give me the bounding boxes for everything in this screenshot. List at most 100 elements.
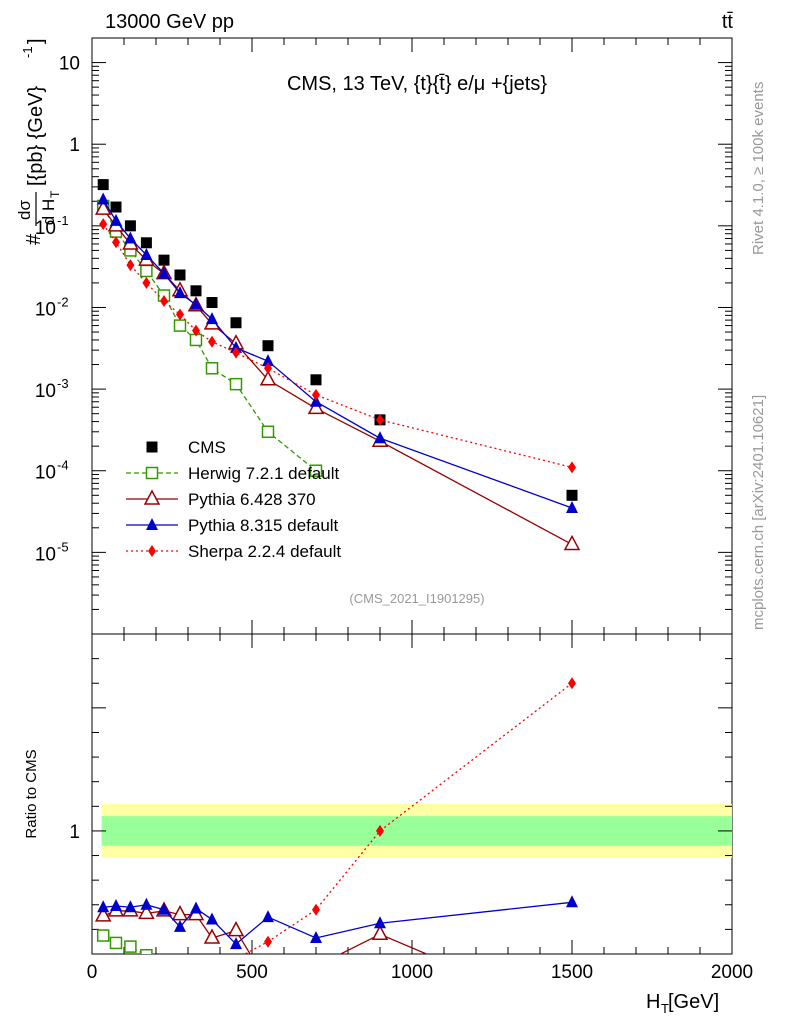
x-label-unit: [GeV]: [668, 991, 719, 1013]
ratio-point-herwig-7-2-1-default: [191, 993, 202, 1004]
ratio-point-herwig-7-2-1-default: [159, 966, 170, 977]
ratio-y-label: Ratio to CMS: [23, 749, 40, 838]
ratio-point-sherpa-2-2-4-default: [142, 992, 150, 1004]
ratio-point-pythia-8-315-default: [262, 910, 274, 923]
ratio-point-herwig-7-2-1-default: [231, 1010, 242, 1021]
rivet-label: Rivet 4.1.0, ≥ 100k events: [750, 82, 767, 255]
data-point-sherpa-2-2-4-default: [192, 324, 200, 337]
legend-label-pythia-6-428-370: Pythia 6.428 370: [188, 490, 316, 509]
legend-marker-pythia-8-315-default: [146, 518, 158, 530]
ratio-point-sherpa-2-2-4-default: [192, 991, 200, 1003]
data-point-cms: [230, 317, 242, 329]
y-tick-label-base: 10: [35, 218, 56, 239]
ratio-point-pythia-6-428-370: [309, 958, 323, 971]
ratio-point-herwig-7-2-1-default: [140, 948, 153, 954]
ratio-point-sherpa-2-2-4-default: [312, 903, 320, 916]
data-point-cms: [124, 220, 136, 232]
data-point-cms: [97, 179, 109, 191]
ratio-point-sherpa-2-2-4-default: [112, 980, 120, 992]
y-label-frac-den-sub: T: [48, 190, 62, 198]
ratio-point-herwig-7-2-1-default: [207, 1017, 218, 1024]
ratio-point-sherpa-2-2-4-default: [376, 824, 384, 837]
data-point-pythia-8-315-default: [110, 213, 122, 226]
data-point-pythia-8-315-default: [190, 297, 202, 310]
data-point-herwig-7-2-1-default: [229, 377, 243, 391]
data-point-herwig-7-2-1-default: [205, 362, 219, 375]
ratio-point-sherpa-2-2-4-default: [176, 990, 184, 1002]
data-point-sherpa-2-2-4-default: [232, 346, 240, 359]
ratio-point-pythia-6-428-370: [171, 905, 189, 921]
ratio-point-herwig-7-2-1-default: [96, 929, 110, 942]
data-point-sherpa-2-2-4-default: [99, 218, 108, 231]
data-point-pythia-8-315-default: [174, 286, 186, 299]
ratio-y-tick-label: 1: [69, 822, 80, 843]
y-tick-label-base: 10: [35, 463, 56, 484]
data-point-herwig-7-2-1-default: [173, 319, 187, 332]
series-line-pythia-6-428-370: [102, 208, 573, 546]
ratio-point-herwig-7-2-1-default: [124, 940, 137, 953]
ratio-point-pythia-6-428-370: [203, 928, 221, 944]
data-point-cms: [140, 237, 152, 249]
y-tick-label-exp: -2: [57, 294, 69, 309]
y-axis-label: # dσ d H T [{pb} {GeV} -1 ]: [15, 38, 62, 245]
ratio-line-pythia-8-315-default: [103, 901, 573, 946]
x-label-sub: T: [661, 1001, 669, 1016]
ratio-point-pythia-8-315-default: [110, 899, 122, 911]
data-point-sherpa-2-2-4-default: [112, 236, 120, 249]
legend-label-sherpa-2-2-4-default: Sherpa 2.2.4 default: [188, 542, 341, 561]
ratio-point-pythia-6-428-370: [138, 903, 155, 920]
data-point-sherpa-2-2-4-default: [568, 461, 576, 474]
x-tick-label: 0: [87, 962, 98, 983]
ratio-point-pythia-8-315-default: [566, 895, 578, 908]
data-point-pythia-6-428-370: [94, 199, 112, 215]
ratio-point-sherpa-2-2-4-default: [160, 995, 168, 1007]
y-tick-label-exp: -3: [57, 376, 69, 391]
ratio-point-pythia-8-315-default: [140, 897, 153, 910]
ratio-point-sherpa-2-2-4-default: [568, 677, 576, 690]
data-point-cms: [310, 374, 322, 386]
mcplots-label: mcplots.cern.ch [arXiv:2401.10621]: [750, 395, 767, 630]
y-label-frac-num: dσ: [15, 200, 34, 220]
y-label-close: ]: [25, 38, 47, 44]
ratio-point-pythia-8-315-default: [97, 900, 110, 913]
data-point-sherpa-2-2-4-default: [176, 308, 184, 321]
ratio-point-pythia-6-428-370: [565, 1008, 579, 1021]
y-tick-label: 10: [59, 54, 80, 75]
ratio-point-herwig-7-2-1-default: [175, 981, 186, 992]
data-point-pythia-8-315-default: [140, 247, 153, 260]
data-point-herwig-7-2-1-default: [309, 464, 323, 477]
ratio-point-sherpa-2-2-4-default: [126, 990, 134, 1002]
legend-label-cms: CMS: [188, 438, 226, 457]
data-point-cms: [158, 254, 170, 266]
x-tick-label: 1500: [551, 962, 593, 983]
y-label-suffix: [{pb} {GeV}: [25, 86, 47, 186]
ratio-point-pythia-8-315-default: [230, 937, 242, 950]
y-label-frac-den: d H: [39, 199, 58, 225]
data-point-pythia-8-315-default: [158, 266, 170, 279]
data-point-sherpa-2-2-4-default: [126, 259, 135, 272]
data-point-sherpa-2-2-4-default: [376, 413, 384, 426]
data-point-pythia-8-315-default: [374, 431, 386, 444]
ratio-line-pythia-6-428-370: [102, 910, 429, 954]
data-point-pythia-8-315-default: [262, 354, 274, 367]
data-point-pythia-6-428-370: [563, 534, 581, 551]
y-tick-label: 1: [69, 135, 80, 156]
data-point-cms: [190, 285, 202, 297]
ratio-point-pythia-6-428-370: [371, 924, 389, 941]
analysis-watermark: (CMS_2021_I1901295): [349, 591, 484, 606]
data-point-pythia-6-428-370: [259, 370, 277, 386]
y-tick-label-base: 10: [35, 381, 56, 402]
ratio-point-pythia-8-315-default: [190, 901, 202, 914]
main-series-layer: [94, 179, 581, 551]
y-label-sup: -1: [20, 46, 35, 58]
data-point-pythia-8-315-default: [566, 500, 578, 513]
y-label-prefix: #: [23, 233, 45, 245]
y-tick-label-base: 10: [35, 544, 56, 565]
legend-marker-cms: [146, 441, 158, 453]
ratio-point-pythia-8-315-default: [158, 902, 170, 915]
data-point-pythia-8-315-default: [124, 231, 137, 244]
ratio-panel-frame: [91, 633, 733, 955]
x-tick-label: 500: [236, 962, 268, 983]
